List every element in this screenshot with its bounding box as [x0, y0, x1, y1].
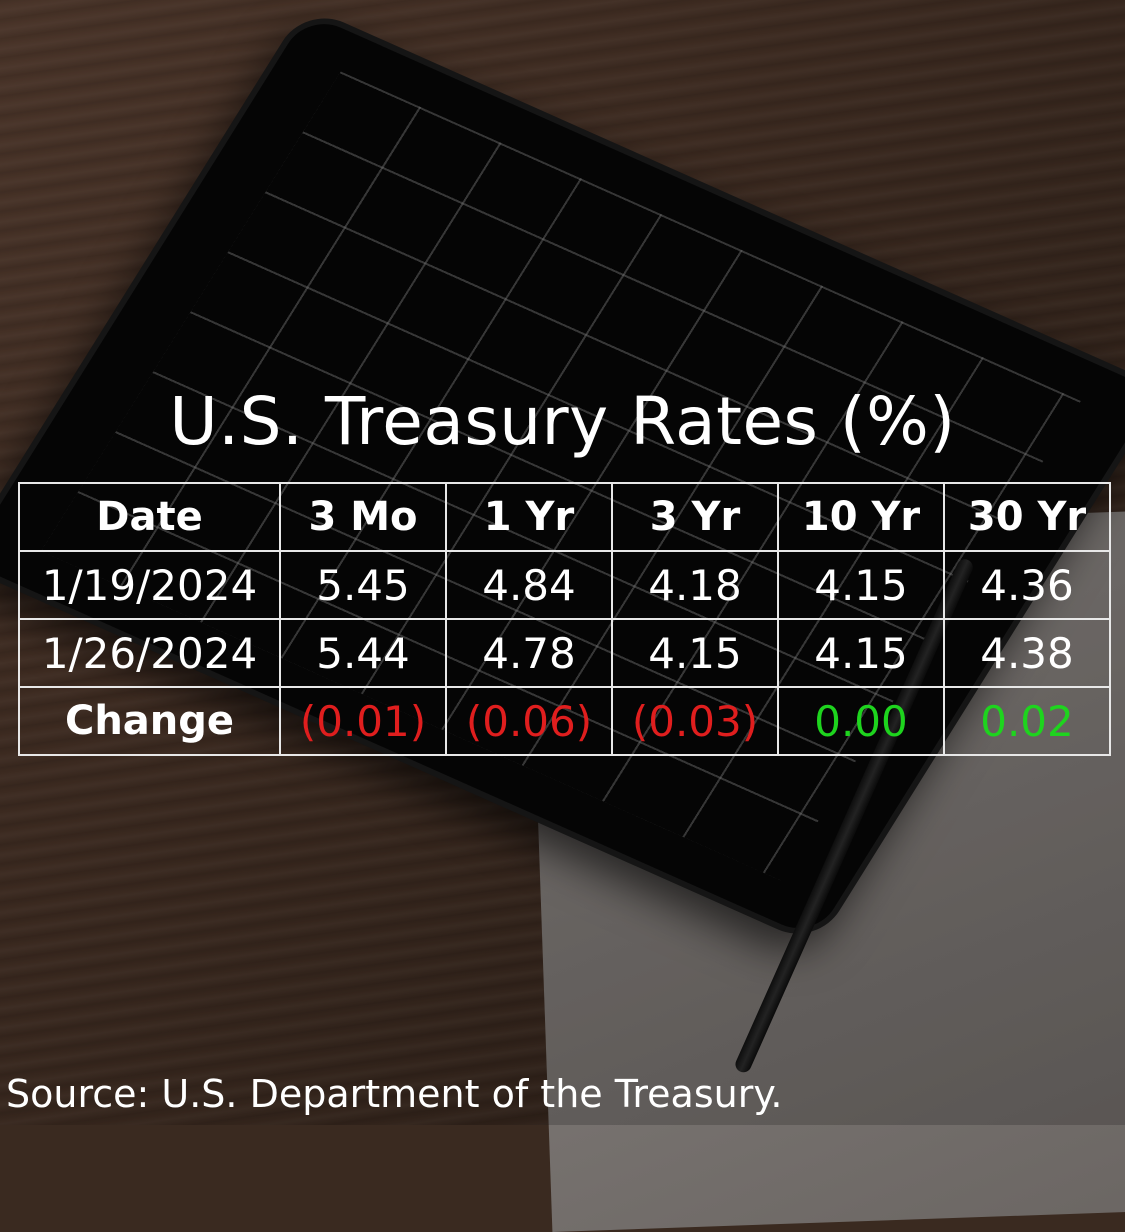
column-header: 30 Yr — [943, 482, 1111, 552]
row-date: 1/26/2024 — [18, 618, 281, 688]
table-row-change: Change (0.01) (0.06) (0.03) 0.00 0.02 — [18, 686, 1111, 756]
table-row: 1/19/2024 5.45 4.84 4.18 4.15 4.36 — [18, 550, 1111, 620]
rates-table: Date 3 Mo 1 Yr 3 Yr 10 Yr 30 Yr 1/19/202… — [18, 482, 1111, 756]
table-cell: 4.78 — [445, 618, 613, 688]
row-label-change: Change — [18, 686, 281, 756]
column-header: 3 Yr — [611, 482, 779, 552]
column-header: 3 Mo — [279, 482, 447, 552]
column-header: 1 Yr — [445, 482, 613, 552]
change-cell: (0.01) — [279, 686, 447, 756]
table-cell: 4.36 — [943, 550, 1111, 620]
table-row: 1/26/2024 5.44 4.78 4.15 4.15 4.38 — [18, 618, 1111, 688]
change-cell: 0.02 — [943, 686, 1111, 756]
table-cell: 4.15 — [611, 618, 779, 688]
row-date: 1/19/2024 — [18, 550, 281, 620]
column-header: 10 Yr — [777, 482, 945, 552]
table-cell: 4.15 — [777, 550, 945, 620]
table-cell: 5.45 — [279, 550, 447, 620]
change-cell: (0.06) — [445, 686, 613, 756]
table-cell: 4.38 — [943, 618, 1111, 688]
change-cell: (0.03) — [611, 686, 779, 756]
table-cell: 4.15 — [777, 618, 945, 688]
table-cell: 4.18 — [611, 550, 779, 620]
table-cell: 5.44 — [279, 618, 447, 688]
source-note: Source: U.S. Department of the Treasury. — [6, 1072, 783, 1116]
table-cell: 4.84 — [445, 550, 613, 620]
change-cell: 0.00 — [777, 686, 945, 756]
column-header: Date — [18, 482, 281, 552]
table-header-row: Date 3 Mo 1 Yr 3 Yr 10 Yr 30 Yr — [18, 482, 1111, 552]
chart-title: U.S. Treasury Rates (%) — [169, 383, 956, 460]
